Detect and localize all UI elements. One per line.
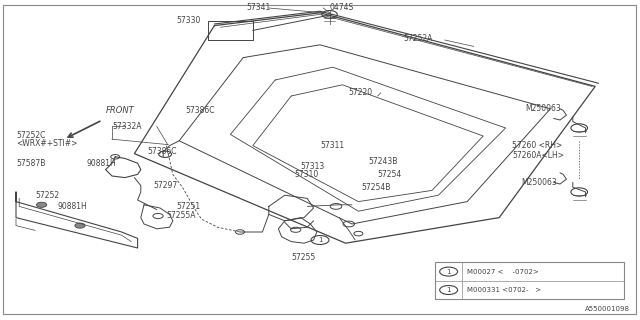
- Text: 57297: 57297: [154, 181, 178, 190]
- Text: 57255A: 57255A: [166, 212, 196, 220]
- Text: 57587B: 57587B: [16, 159, 45, 168]
- Text: 0474S: 0474S: [330, 4, 354, 12]
- Text: 57255: 57255: [291, 253, 316, 262]
- Text: M250063: M250063: [522, 178, 557, 187]
- Text: 1: 1: [446, 268, 451, 275]
- Text: 1: 1: [446, 287, 451, 293]
- Text: 57310: 57310: [294, 170, 319, 179]
- Text: 1: 1: [317, 237, 323, 243]
- Circle shape: [75, 223, 85, 228]
- Circle shape: [440, 285, 458, 294]
- Text: 57254: 57254: [378, 170, 402, 179]
- Text: 57386C: 57386C: [186, 106, 215, 115]
- Text: M000331 <0702-   >: M000331 <0702- >: [467, 287, 541, 293]
- Text: 57252: 57252: [35, 191, 60, 200]
- Text: 57252C: 57252C: [16, 132, 45, 140]
- Bar: [435, 262, 624, 299]
- Text: 57254B: 57254B: [362, 183, 391, 192]
- Text: 57330: 57330: [176, 16, 200, 25]
- Text: M00027 <    -0702>: M00027 < -0702>: [467, 268, 539, 275]
- Text: 57260 <RH>: 57260 <RH>: [512, 141, 563, 150]
- Text: 57260A<LH>: 57260A<LH>: [512, 151, 564, 160]
- Text: FRONT: FRONT: [106, 106, 134, 115]
- Text: 57252A: 57252A: [403, 34, 433, 43]
- Text: 57251: 57251: [176, 202, 200, 211]
- Text: 90881H: 90881H: [58, 202, 87, 211]
- Text: 57386C: 57386C: [147, 148, 177, 156]
- Text: <WRX#+STI#>: <WRX#+STI#>: [16, 140, 77, 148]
- Text: A550001098: A550001098: [586, 306, 630, 312]
- Text: 90881H: 90881H: [86, 159, 116, 168]
- Text: 57243B: 57243B: [368, 157, 397, 166]
- Text: 57313: 57313: [301, 162, 325, 171]
- Text: 57311: 57311: [320, 141, 344, 150]
- Text: M250063: M250063: [525, 104, 561, 113]
- Circle shape: [36, 202, 47, 207]
- Text: 57220: 57220: [349, 88, 373, 97]
- Text: 57341: 57341: [246, 4, 271, 12]
- Text: 57332A: 57332A: [112, 122, 141, 131]
